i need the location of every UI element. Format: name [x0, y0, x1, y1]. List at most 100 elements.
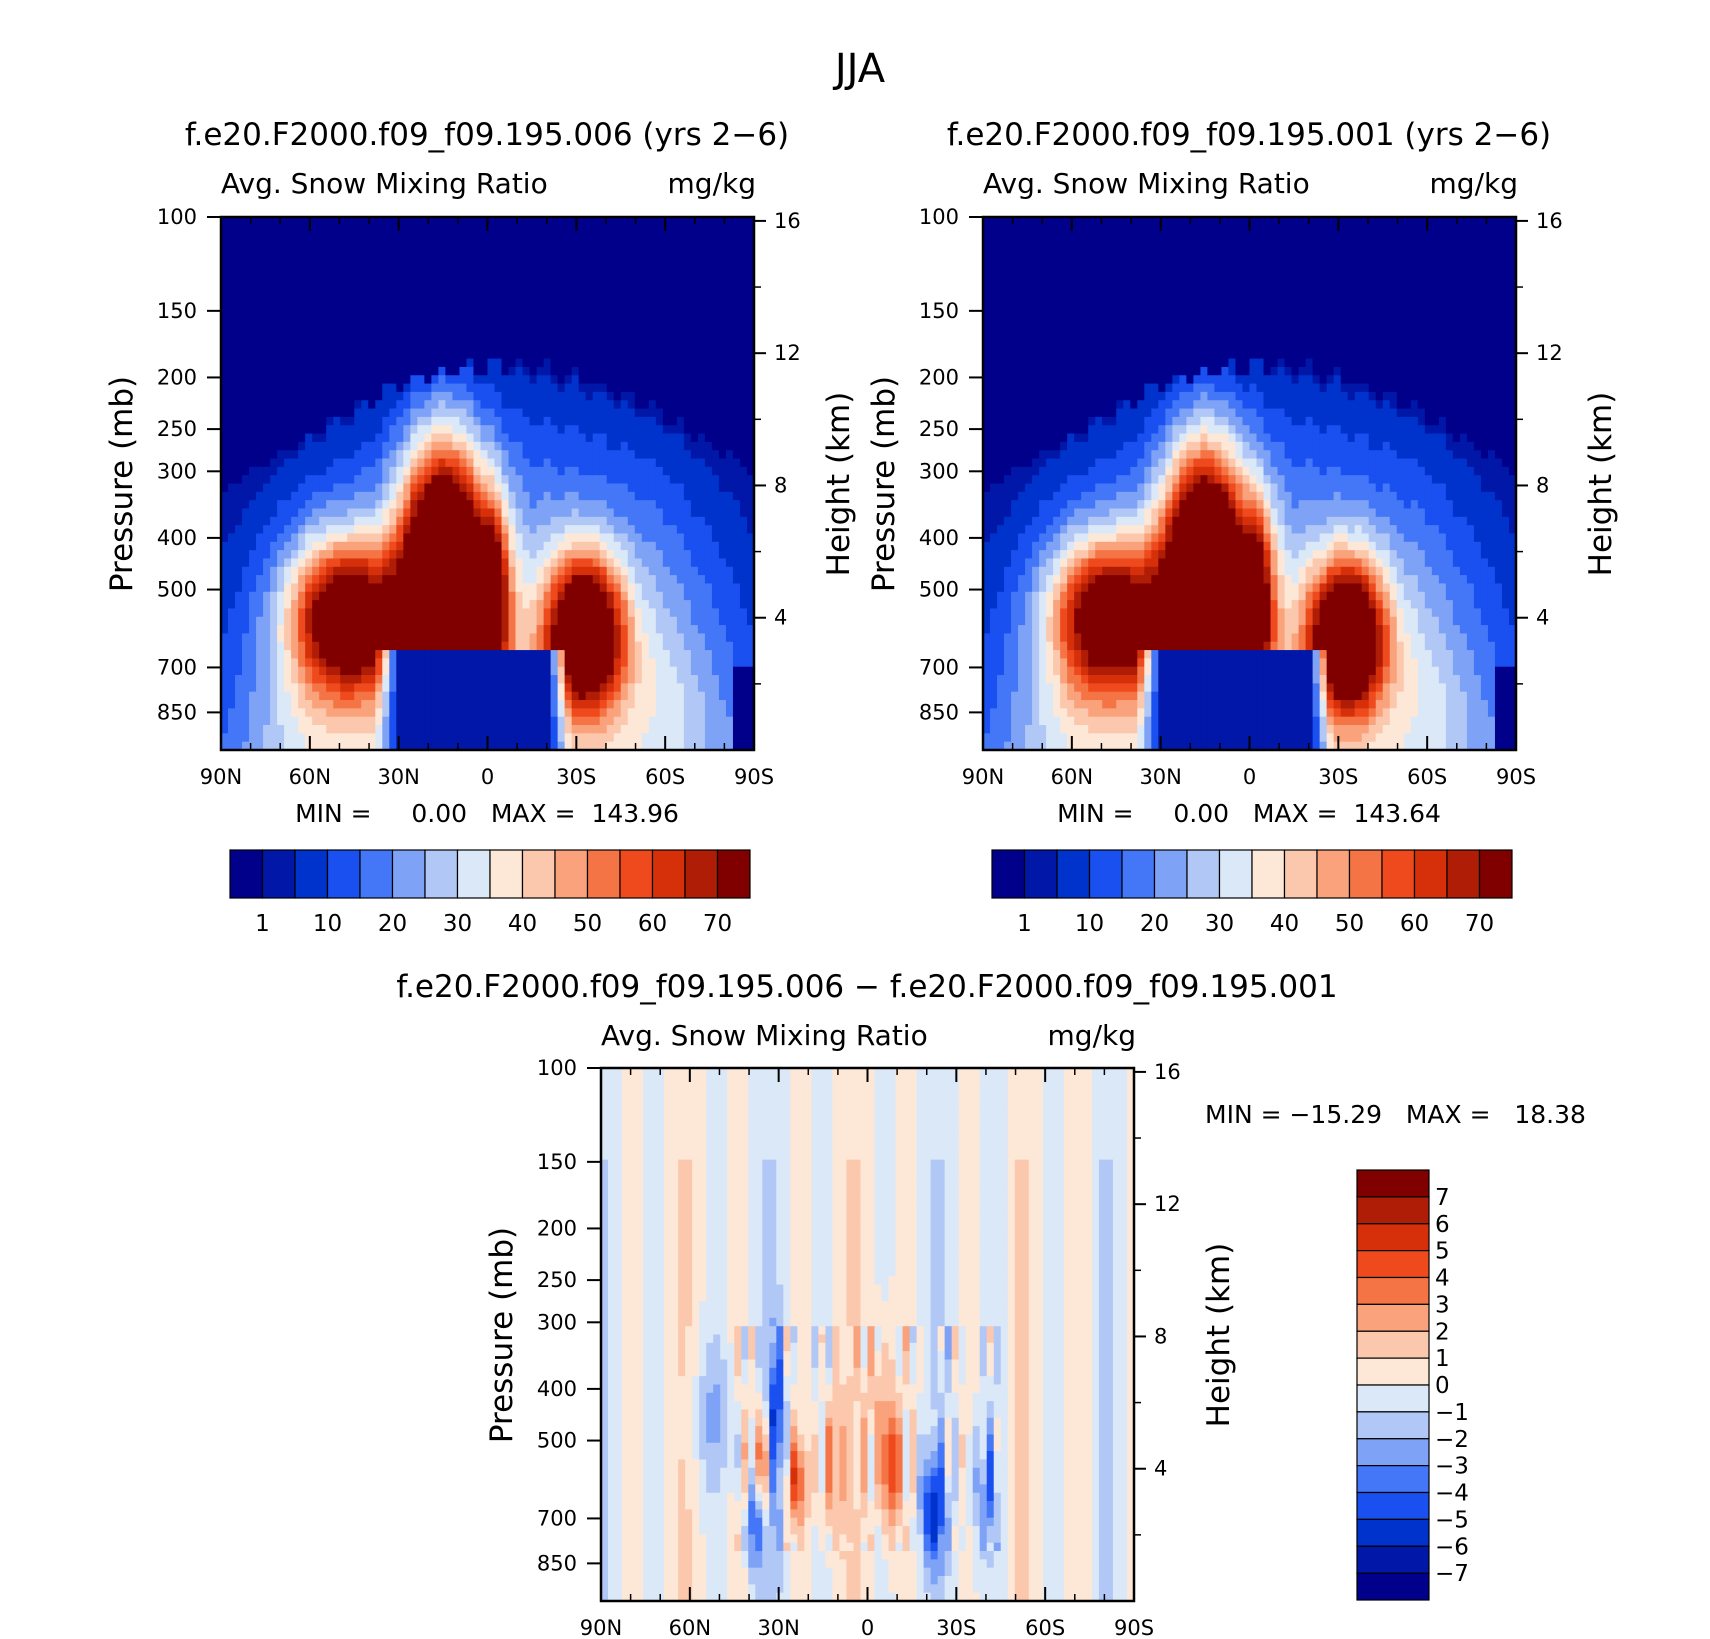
field-cell	[543, 308, 552, 318]
field-cell	[466, 658, 475, 668]
field-cell	[585, 458, 594, 468]
field-cell	[242, 416, 250, 426]
field-cell	[983, 258, 991, 268]
field-cell	[263, 275, 271, 285]
field-cell	[697, 291, 706, 301]
field-cell	[263, 716, 271, 726]
field-cell	[501, 591, 510, 601]
field-cell	[620, 650, 629, 659]
field-cell	[592, 483, 601, 493]
field-cell	[606, 683, 615, 693]
field-cell	[739, 325, 748, 335]
field-cell	[361, 625, 369, 635]
field-cell	[452, 275, 461, 285]
field-cell	[536, 266, 545, 276]
field-cell	[634, 266, 643, 276]
field-cell	[697, 308, 706, 318]
field-cell	[711, 683, 720, 693]
field-cell	[487, 741, 496, 750]
field-cell	[655, 458, 664, 468]
field-cell	[641, 400, 650, 410]
field-cell	[319, 533, 327, 543]
field-cell	[277, 450, 285, 460]
field-cell	[725, 650, 734, 659]
field-cell	[480, 491, 489, 501]
field-cell	[347, 325, 355, 335]
field-cell	[312, 416, 320, 426]
field-cell	[641, 391, 650, 401]
field-cell	[375, 241, 383, 251]
field-cell	[648, 358, 657, 368]
field-cell	[326, 700, 334, 709]
field-cell	[634, 625, 643, 635]
field-cell	[452, 225, 461, 235]
field-cell	[536, 733, 545, 743]
field-cell	[417, 283, 425, 293]
field-cell	[382, 425, 390, 435]
field-cell	[529, 525, 538, 535]
field-cell	[739, 217, 748, 226]
field-cell	[613, 358, 622, 368]
field-cell	[676, 433, 685, 443]
field-cell	[361, 450, 369, 460]
field-cell	[452, 500, 461, 510]
field-cell	[676, 533, 685, 543]
colorbar-label: 40	[508, 911, 537, 937]
field-cell	[291, 300, 299, 310]
field-cell	[340, 583, 348, 593]
field-cell	[746, 341, 754, 351]
field-cell	[487, 266, 496, 276]
field-cell	[529, 625, 538, 635]
field-cell	[522, 441, 531, 451]
field-cell	[263, 358, 271, 368]
field-cell	[270, 616, 278, 626]
field-cell	[501, 708, 510, 718]
field-cell	[466, 366, 475, 376]
field-cell	[564, 441, 573, 451]
field-cell	[662, 425, 671, 435]
field-cell	[683, 650, 692, 659]
field-cell	[641, 325, 650, 335]
field-cell	[326, 275, 334, 285]
field-cell	[235, 550, 243, 560]
field-cell	[711, 466, 720, 476]
field-cell	[438, 358, 447, 368]
field-cell	[445, 533, 454, 543]
field-cell	[403, 341, 411, 351]
field-cell	[557, 725, 566, 734]
field-cell	[515, 358, 524, 368]
field-cell	[389, 483, 397, 493]
field-cell	[473, 266, 482, 276]
field-cell	[403, 241, 411, 251]
field-cell	[466, 275, 475, 285]
field-cell	[235, 450, 243, 460]
field-cell	[655, 241, 664, 251]
field-cell	[746, 250, 754, 260]
field-cell	[333, 733, 341, 743]
field-cell	[606, 483, 615, 493]
field-cell	[746, 308, 754, 318]
field-cell	[445, 483, 454, 493]
field-cell	[564, 525, 573, 535]
field-cell	[319, 400, 327, 410]
field-cell	[410, 475, 418, 485]
field-cell	[319, 341, 327, 351]
field-cell	[669, 416, 678, 426]
field-cell	[263, 425, 271, 435]
field-cell	[669, 300, 678, 310]
field-cell	[340, 533, 348, 543]
field-cell	[480, 416, 489, 426]
field-cell	[277, 633, 285, 643]
field-cell	[235, 525, 243, 535]
field-cell	[725, 708, 734, 718]
field-cell	[697, 466, 706, 476]
field-cell	[746, 533, 754, 543]
field-cell	[480, 550, 489, 560]
field-cell	[739, 466, 748, 476]
field-cell	[473, 700, 482, 709]
field-cell	[389, 233, 397, 243]
field-cell	[669, 491, 678, 501]
field-cell	[711, 508, 720, 518]
field-cell	[466, 258, 475, 268]
field-cell	[585, 533, 594, 543]
